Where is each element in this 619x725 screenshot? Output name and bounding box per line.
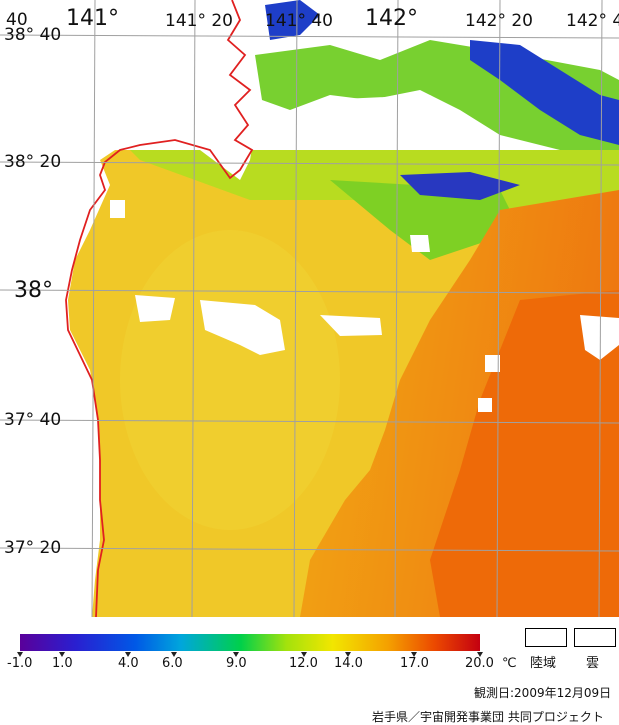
scale-tick-label: 4.0: [118, 656, 139, 671]
cloud-patch: [485, 355, 500, 372]
unit-label: ℃: [502, 656, 517, 671]
scale-tick-label: 17.0: [400, 656, 429, 671]
scale-tick-label: 1.0: [52, 656, 73, 671]
cloud-patch: [200, 300, 285, 355]
latitude-label: 38°: [14, 278, 53, 303]
land-swatch: [525, 628, 567, 647]
color-scale-ticks: [17, 652, 483, 657]
scale-tick-label: 6.0: [162, 656, 183, 671]
sea-surface-temperature-map: 40 141° 141° 20 141° 40 142° 142° 20 142…: [0, 0, 619, 617]
cloud-patch: [580, 315, 619, 360]
longitude-label: 141°: [66, 6, 119, 31]
cloud-patch: [320, 315, 382, 336]
latitude-label: 37° 20: [4, 538, 62, 558]
longitude-label: 141° 40: [265, 11, 333, 31]
cloud-patch: [478, 398, 492, 412]
scale-tick-label: -1.0: [7, 656, 33, 671]
latitude-label: 38° 40: [4, 25, 62, 45]
cloud-patch: [110, 200, 125, 218]
cloud-label: 雲: [586, 656, 600, 671]
cloud-blue-patch-2: [265, 0, 320, 40]
scale-tick-label: 9.0: [226, 656, 247, 671]
sea-green-patch: [330, 180, 520, 260]
latitude-label: 38° 20: [4, 152, 62, 172]
credit: 岩手県／宇宙開発事業団 共同プロジェクト: [372, 710, 604, 724]
sea-warmest-offshore: [430, 290, 619, 617]
cloud-blue-band-2: [400, 172, 520, 200]
longitude-label: 142° 20: [465, 11, 533, 31]
corner-label: 40: [6, 10, 28, 30]
cloud-top: [0, 0, 619, 180]
cloud-white-hole: [320, 95, 470, 150]
longitude-label: 141° 20: [165, 11, 233, 31]
cloud-blue-patch: [470, 40, 619, 145]
coastline: [65, 0, 254, 617]
scale-tick-label: 14.0: [334, 656, 363, 671]
observation-date: 観測日:2009年12月09日: [474, 686, 612, 700]
latitude-label: 37° 40: [4, 410, 62, 430]
scale-tick-label: 12.0: [289, 656, 318, 671]
color-scale: [20, 634, 480, 651]
cloud-swatch: [574, 628, 616, 647]
sea-cool-core: [120, 230, 340, 530]
land-west: [0, 160, 110, 617]
cloud-patch: [410, 235, 430, 252]
longitude-label: 142°: [365, 6, 418, 31]
longitude-label: 142° 4: [566, 11, 619, 31]
cloud-patch: [135, 295, 175, 322]
land-label: 陸域: [530, 656, 557, 671]
scale-tick-label: 20.0: [465, 656, 494, 671]
graticule: [0, 0, 619, 617]
